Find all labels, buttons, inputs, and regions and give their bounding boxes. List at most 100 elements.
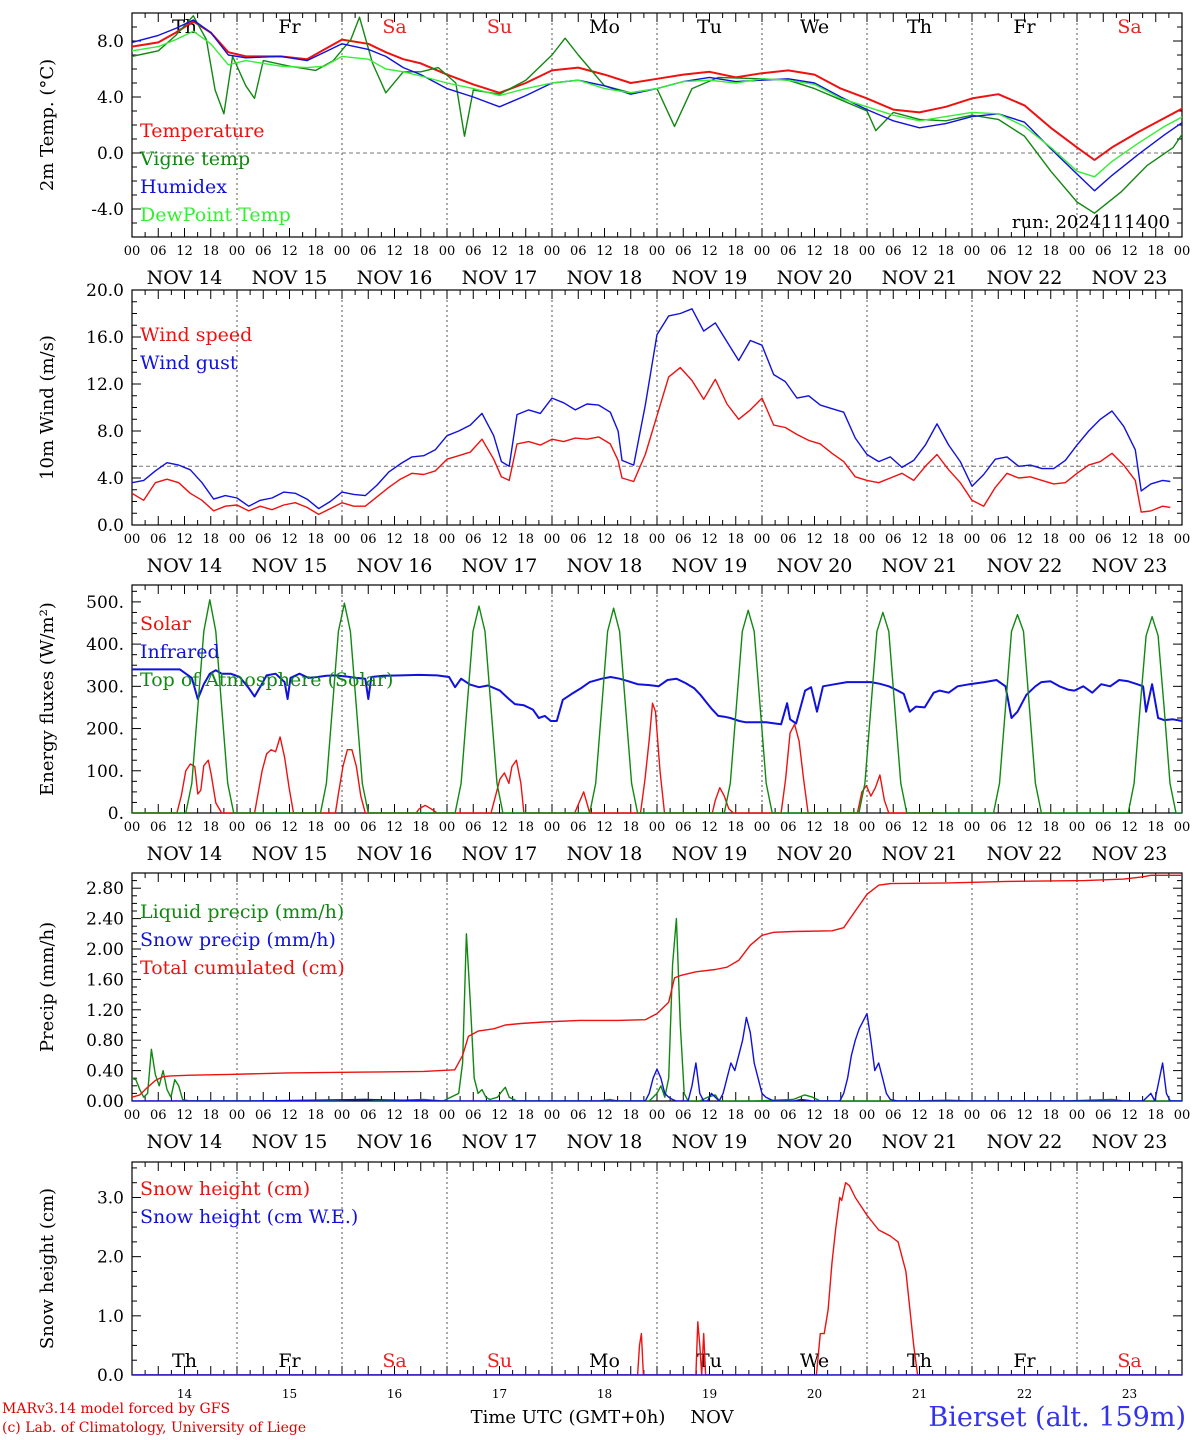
- hour-tick-label: 00: [334, 244, 351, 259]
- hour-tick-label: 06: [255, 820, 272, 835]
- day-number-label: 21: [912, 1387, 927, 1401]
- hour-tick-label: 12: [281, 820, 298, 835]
- hour-tick-label: 06: [150, 820, 167, 835]
- hour-tick-label: 06: [885, 820, 902, 835]
- hour-tick-label: 12: [176, 532, 193, 547]
- hour-tick-label: 06: [1095, 532, 1112, 547]
- hour-tick-label: 06: [570, 532, 587, 547]
- hour-tick-label: 00: [544, 1108, 561, 1123]
- date-label: NOV 23: [1092, 555, 1168, 577]
- hour-tick-label: 06: [360, 532, 377, 547]
- date-label: NOV 16: [357, 267, 433, 289]
- hour-tick-label: 06: [150, 244, 167, 259]
- hour-tick-label: 00: [229, 820, 246, 835]
- date-label: NOV 19: [672, 555, 748, 577]
- hour-tick-label: 06: [360, 244, 377, 259]
- hour-tick-label: 00: [964, 532, 981, 547]
- hour-tick-label: 06: [465, 244, 482, 259]
- hour-tick-label: 12: [701, 820, 718, 835]
- hour-tick-label: 06: [465, 820, 482, 835]
- hour-tick-label: 00: [229, 244, 246, 259]
- hour-tick-label: 12: [491, 1108, 508, 1123]
- weekday-label: Th: [172, 1350, 197, 1372]
- hour-tick-label: 06: [1095, 244, 1112, 259]
- hour-tick-label: 00: [544, 820, 561, 835]
- y-tick-label: 300.: [86, 677, 124, 697]
- y-tick-label: 0.40: [86, 1062, 124, 1082]
- hour-tick-label: 00: [649, 820, 666, 835]
- hour-tick-label: 18: [622, 244, 639, 259]
- y-tick-label: 8.0: [97, 32, 124, 52]
- date-label: NOV 18: [567, 1131, 643, 1153]
- hour-tick-label: 18: [1147, 820, 1164, 835]
- hour-tick-label: 00: [1069, 244, 1086, 259]
- hour-tick-label: 12: [491, 820, 508, 835]
- hour-tick-label: 00: [859, 532, 876, 547]
- hour-tick-label: 00: [124, 532, 141, 547]
- series-group: [132, 599, 1182, 813]
- hour-tick-label: 12: [386, 532, 403, 547]
- hour-tick-label: 12: [1016, 1108, 1033, 1123]
- hour-tick-label: 00: [229, 532, 246, 547]
- date-label: NOV 20: [777, 555, 853, 577]
- y-tick-label: 16.0: [86, 328, 124, 348]
- hour-tick-label: 12: [281, 244, 298, 259]
- legend-entry: Snow height (cm W.E.): [140, 1206, 358, 1228]
- series-group: [132, 874, 1182, 1101]
- panel-1: -4.0 0.0 4.0 8.0 2m Temp. (°C) Th Fr Sa Su Mo Tu We…: [37, 12, 1191, 289]
- hour-tick-label: 00: [124, 1108, 141, 1123]
- day-number-label: 17: [492, 1387, 507, 1401]
- y-tick-label: 200.: [86, 720, 124, 740]
- hour-tick-label: 18: [832, 244, 849, 259]
- station-name: Bierset (alt. 159m): [928, 1402, 1186, 1433]
- date-label: NOV 20: [777, 267, 853, 289]
- hour-tick-label: 18: [412, 820, 429, 835]
- hour-tick-label: 12: [1121, 820, 1138, 835]
- weekday-label: We: [800, 1350, 829, 1372]
- series-line-temperature: [132, 20, 1182, 161]
- hour-tick-label: 18: [412, 532, 429, 547]
- hour-tick-label: 06: [150, 1108, 167, 1123]
- hour-tick-label: 18: [1042, 820, 1059, 835]
- date-label: NOV 16: [357, 555, 433, 577]
- hour-tick-label: 06: [990, 1108, 1007, 1123]
- hour-tick-label: 12: [386, 820, 403, 835]
- date-label: NOV 17: [462, 1131, 538, 1153]
- hour-tick-label: 12: [1121, 244, 1138, 259]
- hour-tick-label: 00: [1174, 244, 1191, 259]
- hour-tick-label: 18: [1042, 1108, 1059, 1123]
- hour-tick-label: 00: [754, 244, 771, 259]
- weekday-label: Mo: [589, 16, 620, 38]
- hour-tick-label: 06: [675, 820, 692, 835]
- hour-tick-label: 12: [176, 244, 193, 259]
- date-label: NOV 15: [252, 267, 328, 289]
- y-tick-label: 0.0: [97, 516, 124, 536]
- date-label: NOV 23: [1092, 1131, 1168, 1153]
- weekday-label: Sa: [382, 16, 406, 38]
- date-label: NOV 17: [462, 843, 538, 865]
- y-tick-label: 2.0: [97, 1248, 124, 1268]
- hour-tick-label: 12: [386, 244, 403, 259]
- weekday-label: Su: [487, 16, 512, 38]
- hour-tick-label: 00: [1174, 532, 1191, 547]
- hour-tick-label: 00: [1069, 532, 1086, 547]
- hour-tick-label: 12: [1121, 1108, 1138, 1123]
- hour-tick-label: 00: [1069, 820, 1086, 835]
- hour-tick-label: 00: [439, 820, 456, 835]
- hour-tick-label: 18: [1147, 532, 1164, 547]
- y-axis-label: 10m Wind (m/s): [37, 335, 58, 480]
- y-tick-label: 400.: [86, 635, 124, 655]
- series-line-solar: [132, 702, 940, 813]
- hour-tick-label: 06: [465, 532, 482, 547]
- hour-tick-label: 00: [1069, 1108, 1086, 1123]
- date-label: NOV 16: [357, 1131, 433, 1153]
- series-line-humidex: [132, 19, 1182, 192]
- panel-3: 0. 100. 200. 300. 400. 500. Energy fluxes (W/m…: [37, 584, 1190, 865]
- date-label: NOV 22: [987, 843, 1063, 865]
- hour-tick-label: 06: [675, 244, 692, 259]
- hour-tick-label: 18: [832, 1108, 849, 1123]
- hour-tick-label: 12: [806, 1108, 823, 1123]
- y-tick-label: 1.0: [97, 1307, 124, 1327]
- series-group: [132, 308, 1171, 516]
